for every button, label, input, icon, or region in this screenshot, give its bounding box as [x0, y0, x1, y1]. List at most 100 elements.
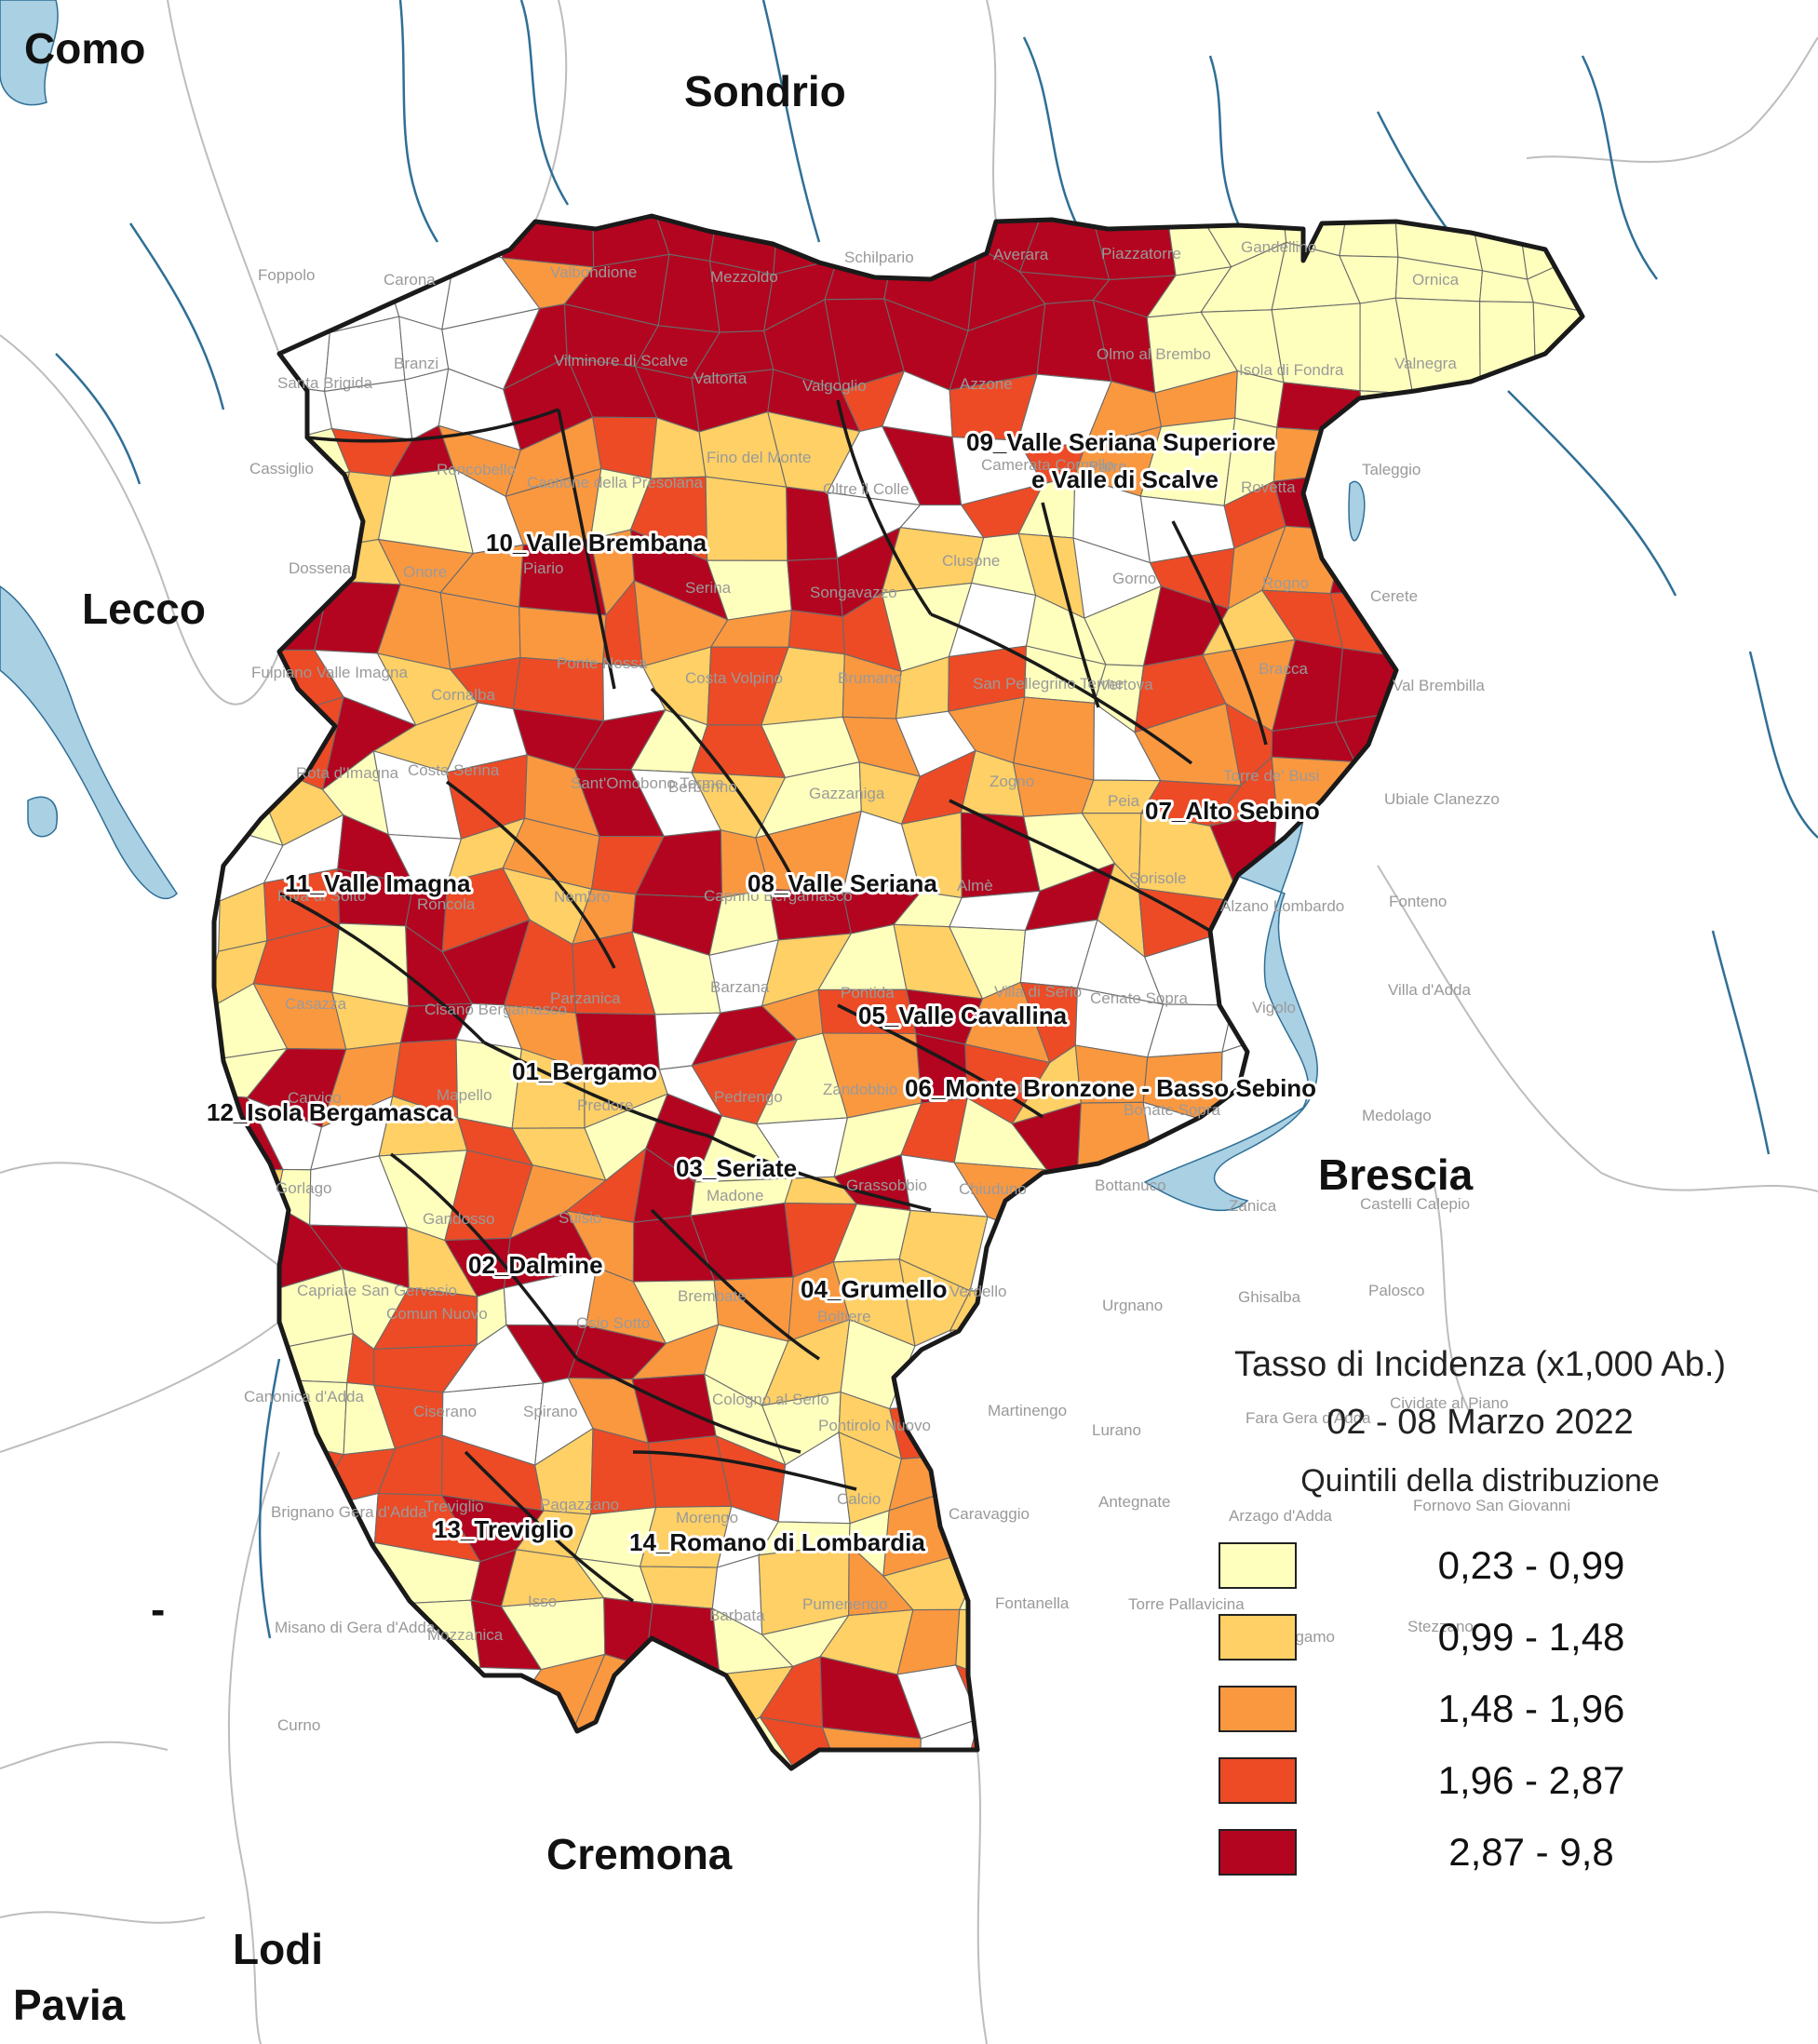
district-label-valle-seriana: 08_Valle Seriana	[747, 869, 937, 897]
municipality-area	[214, 749, 284, 847]
municipality-label: Trescore	[1239, 1079, 1300, 1096]
municipality-label: Palosco	[1368, 1282, 1424, 1299]
municipality-label: Brembate	[678, 1287, 747, 1305]
municipality-label: Riva di Solto	[277, 887, 366, 905]
municipality-area	[214, 1485, 283, 1577]
municipality-area	[1472, 1096, 1540, 1177]
municipality-label: Zogno	[990, 773, 1034, 790]
municipality-label: Mezzoldo	[710, 268, 778, 286]
municipality-label: Valnegra	[1394, 355, 1457, 372]
legend-swatch	[1219, 1614, 1297, 1661]
municipality-area	[641, 1665, 720, 1743]
municipality-label: Castione della Presolana	[527, 474, 704, 491]
municipality-area	[1472, 1042, 1540, 1116]
municipality-label: Fonteno	[1389, 893, 1447, 910]
legend-classes: 0,23 - 0,99 0,99 - 1,48 1,48 - 1,96 1,96 - …	[1219, 1542, 1625, 1876]
municipality-area	[705, 476, 788, 561]
province-label-lecco: Lecco	[82, 585, 206, 633]
municipality-label: Pagazzano	[540, 1496, 619, 1513]
municipality-label: Sant'Omobono Terme	[571, 774, 724, 792]
municipality-area	[639, 1566, 719, 1609]
municipality-label: Olmo al Brembo	[1097, 345, 1211, 363]
municipality-area	[1533, 923, 1582, 999]
municipality-area	[773, 216, 839, 276]
municipality-area	[1091, 1715, 1165, 1768]
municipality-area	[214, 720, 266, 759]
municipality-area	[1354, 812, 1420, 901]
municipality-label: Fara Gera d'Adda	[1246, 1409, 1371, 1427]
municipality-label: Mozzanica	[427, 1626, 504, 1644]
municipality-area	[214, 536, 262, 601]
municipality-label: Suisio	[559, 1209, 601, 1227]
municipality-label: Averara	[993, 246, 1049, 263]
municipality-label: Pontida	[841, 984, 895, 1002]
municipality-label: Canonica d'Adda	[244, 1388, 364, 1405]
municipality-label: Pumenengo	[802, 1595, 888, 1613]
municipality-label: Pedrengo	[714, 1088, 783, 1106]
municipality-label: Bonate Sopra	[1124, 1101, 1221, 1119]
municipality-label: Spirano	[523, 1403, 578, 1420]
municipality-label: Grassobbio	[846, 1177, 927, 1194]
municipality-label: Vigolo	[1252, 999, 1296, 1016]
municipality-label: Brignano Gera d'Adda	[271, 1503, 427, 1521]
municipality-area	[1163, 1336, 1244, 1392]
municipality-area	[216, 1724, 283, 1768]
municipality-label: Valgoglio	[802, 377, 867, 395]
municipality-area	[214, 1601, 290, 1687]
municipality-area	[1476, 921, 1554, 988]
municipality-area	[1232, 1437, 1302, 1519]
municipality-label: Fino del Monte	[707, 449, 811, 466]
municipality-area	[1111, 1322, 1178, 1382]
municipality-label: Gazzaniga	[809, 785, 885, 802]
municipality-label: Branzi	[394, 355, 438, 372]
municipality-area	[214, 1654, 283, 1751]
municipality-area	[1515, 593, 1582, 660]
municipality-label: Azzone	[960, 375, 1013, 393]
municipality-label: Isola di Fondra	[1239, 361, 1344, 379]
municipality-area	[1018, 216, 1111, 281]
municipality-area	[314, 1725, 397, 1768]
municipality-area	[1297, 1203, 1367, 1270]
municipality-label: Cassiglio	[249, 460, 314, 477]
municipality-label: Gorlago	[276, 1179, 331, 1197]
municipality-area	[1039, 1234, 1097, 1292]
municipality-label: Costa Serina	[408, 761, 500, 779]
municipality-label: Pontirolo Nuovo	[818, 1417, 931, 1434]
district-label-valle-seriana-superiore: 09_Valle Seriana Superiore	[966, 428, 1275, 456]
municipality-label: Palazzago	[850, 879, 923, 896]
municipality-area	[503, 1724, 572, 1768]
municipality-label: Predore	[577, 1096, 633, 1114]
municipality-label: Cologno al Serio	[712, 1391, 829, 1408]
municipality-label: Onore	[403, 563, 447, 581]
municipality-area	[1450, 1284, 1528, 1350]
municipality-area	[1538, 531, 1582, 619]
legend-title: Tasso di Incidenza (x1,000 Ab.)	[1234, 1345, 1726, 1384]
municipality-area	[1340, 1663, 1417, 1728]
municipality-label: Gandosso	[423, 1210, 495, 1228]
legend-class-label: 0,23 - 0,99	[1438, 1543, 1625, 1587]
municipality-labels: Foppolo Carona Valbondione Mezzoldo Schilpar…	[244, 238, 1570, 1734]
municipality-area	[376, 1654, 481, 1736]
municipality-label: Bottanuco	[1095, 1177, 1166, 1194]
municipality-label: Almè	[957, 877, 993, 894]
municipality-area	[1342, 1051, 1401, 1111]
municipality-label: Arzago d'Adda	[1229, 1507, 1333, 1525]
municipality-label: Brumano	[838, 669, 902, 687]
municipality-area	[1528, 748, 1582, 831]
municipality-area	[1039, 1169, 1097, 1239]
province-label-pavia: Pavia	[13, 1981, 126, 2029]
municipality-label: Piario	[523, 559, 563, 577]
municipality-label: Schilpario	[844, 249, 914, 266]
municipality-label: Comun Nuovo	[386, 1305, 488, 1323]
district-label-valle-brembana: 10_Valle Brembana	[486, 529, 707, 557]
municipality-label: Ponte Nossa	[557, 654, 648, 672]
district-label-valle-di-scalve: e Valle di Scalve	[1031, 465, 1219, 493]
municipality-label: Ornica	[1412, 271, 1460, 289]
municipality-area	[1515, 656, 1582, 729]
municipality-area	[1201, 1218, 1305, 1270]
municipality-label: Ubiale Clanezzo	[1384, 790, 1500, 808]
municipality-area	[1525, 1042, 1582, 1127]
municipality-area	[1358, 991, 1425, 1056]
municipality-area	[375, 216, 464, 251]
municipality-label: Misano di Gera d'Adda	[275, 1619, 436, 1636]
